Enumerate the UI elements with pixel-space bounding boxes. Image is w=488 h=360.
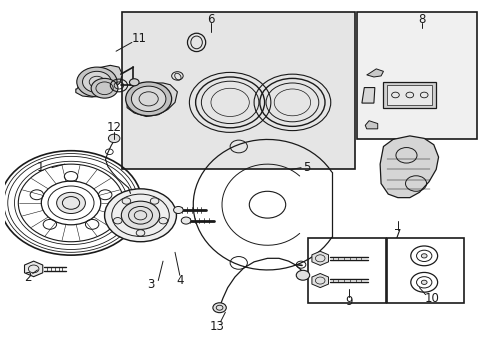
Bar bbox=[356, 13, 476, 139]
Circle shape bbox=[82, 71, 111, 93]
Circle shape bbox=[108, 134, 120, 143]
Bar bbox=[386, 85, 431, 105]
Text: 2: 2 bbox=[24, 270, 32, 284]
Text: 8: 8 bbox=[417, 13, 425, 26]
Circle shape bbox=[57, 192, 85, 213]
Circle shape bbox=[77, 67, 117, 97]
Circle shape bbox=[212, 303, 226, 312]
Text: 10: 10 bbox=[424, 292, 439, 305]
Circle shape bbox=[159, 217, 167, 224]
Polygon shape bbox=[379, 136, 438, 198]
Bar bbox=[122, 13, 354, 170]
Text: 7: 7 bbox=[393, 228, 401, 241]
Circle shape bbox=[421, 254, 426, 258]
Circle shape bbox=[104, 189, 176, 242]
Text: 1: 1 bbox=[37, 161, 44, 174]
Circle shape bbox=[150, 198, 159, 204]
Text: 13: 13 bbox=[209, 320, 224, 333]
Circle shape bbox=[181, 217, 190, 224]
Polygon shape bbox=[365, 121, 377, 129]
Circle shape bbox=[131, 86, 165, 112]
Circle shape bbox=[173, 207, 183, 213]
Bar bbox=[386, 238, 463, 303]
Bar bbox=[307, 238, 385, 303]
Text: 12: 12 bbox=[106, 121, 122, 134]
Polygon shape bbox=[361, 87, 374, 103]
Polygon shape bbox=[76, 66, 122, 97]
Polygon shape bbox=[127, 83, 177, 117]
Circle shape bbox=[421, 280, 426, 284]
Polygon shape bbox=[311, 274, 328, 288]
Text: 3: 3 bbox=[147, 278, 154, 291]
Polygon shape bbox=[24, 261, 42, 277]
Circle shape bbox=[91, 78, 118, 98]
Circle shape bbox=[296, 270, 309, 280]
Text: 11: 11 bbox=[131, 32, 146, 45]
Circle shape bbox=[113, 217, 122, 224]
Circle shape bbox=[125, 82, 171, 116]
Polygon shape bbox=[366, 69, 383, 77]
Circle shape bbox=[136, 230, 144, 236]
Polygon shape bbox=[311, 251, 328, 265]
Bar bbox=[383, 82, 435, 108]
Text: 6: 6 bbox=[207, 13, 214, 26]
Text: 5: 5 bbox=[303, 161, 310, 174]
Circle shape bbox=[129, 79, 139, 86]
Text: 4: 4 bbox=[176, 274, 183, 287]
Circle shape bbox=[122, 198, 130, 204]
Text: 9: 9 bbox=[345, 295, 352, 308]
Circle shape bbox=[121, 201, 160, 229]
